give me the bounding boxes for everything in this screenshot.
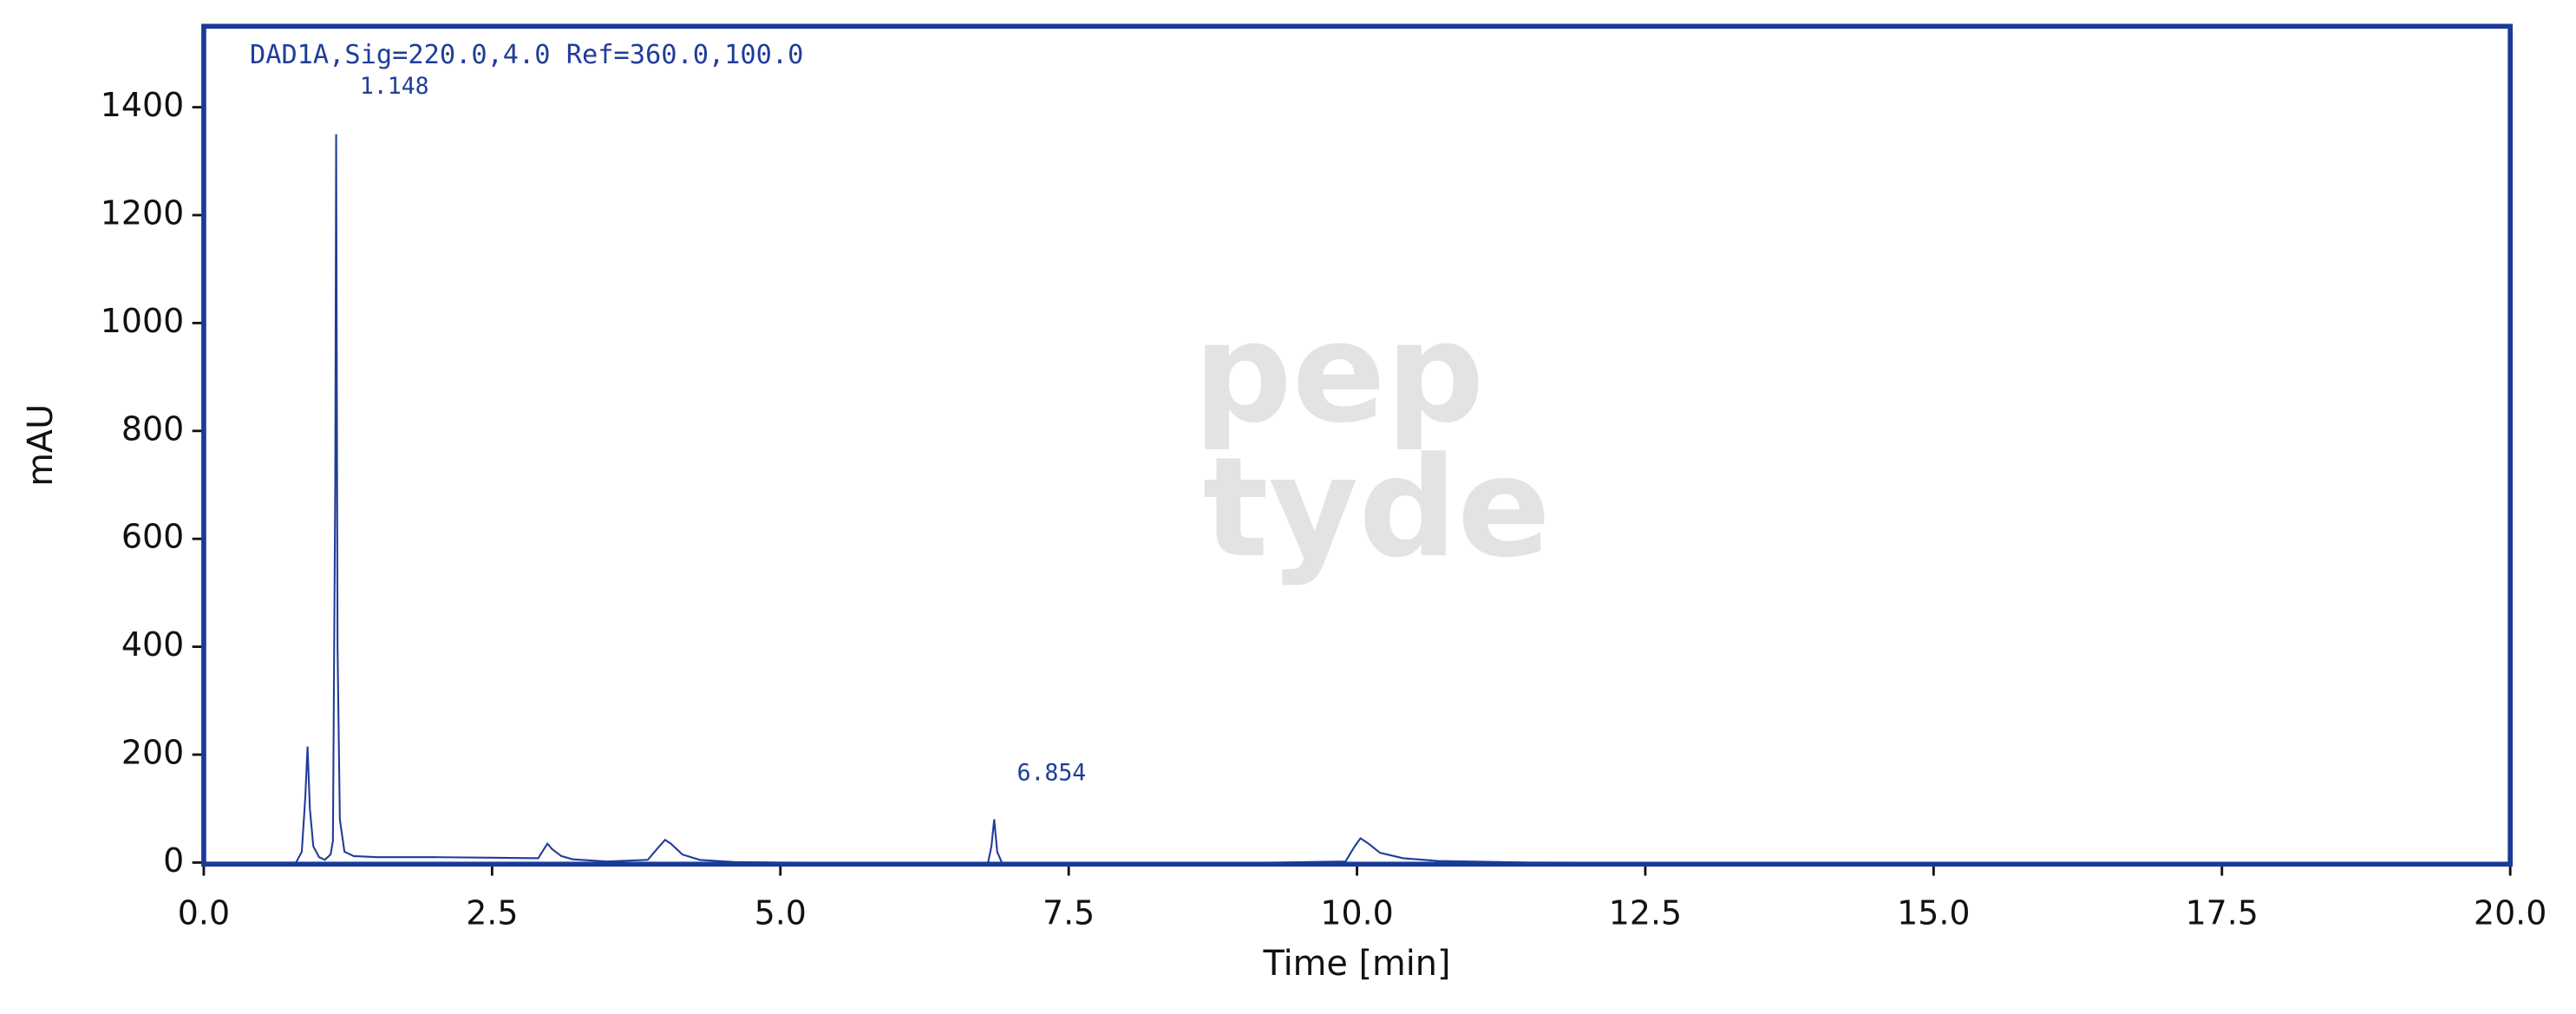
- chromatogram-trace: [203, 134, 2511, 865]
- y-tick-label: 0: [163, 841, 184, 880]
- y-tick-label: 1200: [101, 194, 184, 232]
- peak-label: 6.854: [1017, 760, 1086, 787]
- x-tick-label: 0.0: [178, 893, 230, 932]
- y-axis-label: mAU: [21, 404, 61, 487]
- y-tick-label: 800: [121, 409, 184, 448]
- y-tick-label: 1000: [101, 302, 184, 340]
- x-tick-label: 5.0: [755, 893, 807, 932]
- watermark: tyde: [1203, 427, 1552, 588]
- x-tick-label: 17.5: [2186, 893, 2259, 932]
- x-tick-label: 15.0: [1897, 893, 1970, 932]
- signal-annotation: DAD1A,Sig=220.0,4.0 Ref=360.0,100.0: [250, 40, 803, 70]
- watermark: pep: [1193, 292, 1485, 454]
- peak-label: 1.148: [360, 73, 429, 100]
- y-tick-label: 1400: [101, 86, 184, 124]
- plot-frame: [201, 23, 2514, 867]
- x-tick-label: 20.0: [2474, 893, 2547, 932]
- y-tick-label: 400: [121, 625, 184, 664]
- y-tick-label: 600: [121, 518, 184, 556]
- x-tick-label: 12.5: [1609, 893, 1682, 932]
- x-axis-label: Time [min]: [1263, 944, 1451, 984]
- x-tick-label: 7.5: [1043, 893, 1095, 932]
- x-tick-label: 2.5: [466, 893, 518, 932]
- x-tick-label: 10.0: [1320, 893, 1393, 932]
- y-tick-label: 200: [121, 733, 184, 771]
